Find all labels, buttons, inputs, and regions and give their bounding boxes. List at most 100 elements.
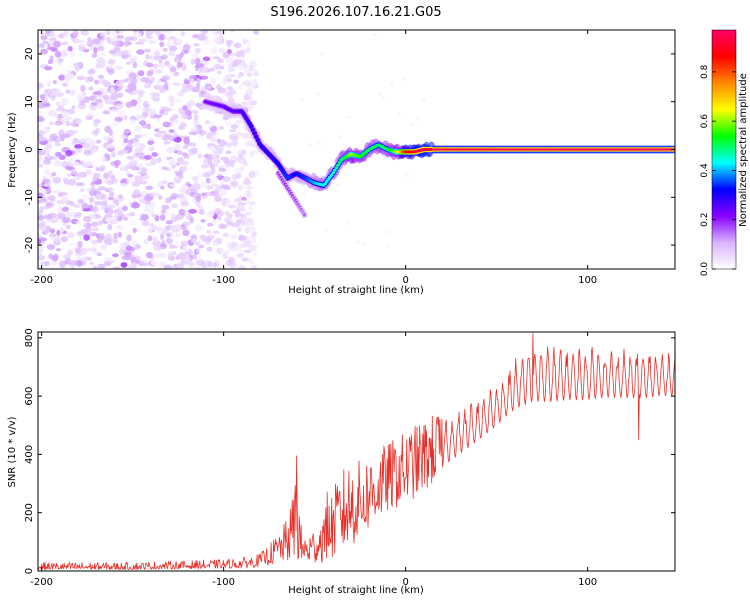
- spectrogram-ridge-cell: [332, 168, 337, 172]
- spectrogram-cell: [69, 91, 75, 96]
- spectrogram-ridge-cell: [326, 177, 331, 181]
- spectrogram-cell: [245, 211, 253, 216]
- spectrogram-cell: [158, 195, 163, 200]
- spectrogram-cell: [49, 121, 54, 126]
- spectrogram-cell: [127, 139, 134, 145]
- spectrogram-cell: [158, 125, 164, 129]
- spectrogram-cell: [97, 263, 106, 269]
- spectrogram-cell: [110, 151, 117, 158]
- spectrogram-cell: [162, 121, 171, 128]
- spectrogram-cell: [200, 192, 207, 197]
- spectrogram-cell: [229, 234, 238, 240]
- spectrogram-cell: [153, 63, 158, 69]
- spectrogram-cell: [158, 132, 166, 136]
- spectrogram-cell: [115, 103, 124, 110]
- spectrogram-cell: [416, 117, 421, 121]
- spectrogram-cell: [181, 114, 189, 120]
- spectrogram-cell: [169, 66, 177, 73]
- spectrogram-cell: [101, 36, 107, 41]
- spectrogram-cell: [162, 210, 167, 215]
- spectrogram-cell: [181, 152, 188, 157]
- spectrogram-cell: [240, 165, 245, 172]
- spectrogram-cell: [121, 214, 126, 220]
- spectrogram-cell: [38, 254, 46, 261]
- spectrogram-cell: [131, 202, 140, 209]
- spectrogram-cell: [162, 47, 168, 52]
- spectrogram-cell: [193, 114, 199, 121]
- spectrogram-cell: [108, 219, 118, 225]
- spectrogram-cell: [156, 226, 165, 234]
- spectrogram-cell: [137, 171, 146, 175]
- spectrogram-cell: [183, 49, 189, 54]
- spectrogram-ridge-cell: [254, 135, 259, 139]
- spectrogram-cell: [77, 46, 87, 52]
- spectrogram-cell: [96, 60, 101, 68]
- spectrogram-cell: [159, 106, 167, 110]
- colorbar-gradient: [711, 29, 737, 270]
- spectrogram-cell: [238, 264, 246, 269]
- spectrogram-cell: [81, 203, 89, 211]
- spectrogram-cell: [154, 48, 161, 56]
- spectrogram-cell: [252, 251, 259, 256]
- spectrogram-cell: [62, 206, 69, 212]
- spectrogram-cell: [115, 80, 121, 85]
- colorbar-tick-label: 0.6: [700, 114, 710, 129]
- colorbar-tick-label: 0.2: [700, 213, 710, 227]
- spectrogram-cell: [64, 69, 72, 73]
- spectrogram-cell: [58, 154, 66, 160]
- spectrogram-cell: [316, 92, 320, 95]
- spectrogram-cell: [93, 201, 103, 206]
- spectrogram-cell: [195, 266, 201, 269]
- spectrogram-cell: [117, 30, 126, 34]
- spectrogram-cell: [191, 175, 199, 182]
- spectrogram-cell: [189, 216, 194, 224]
- spectrogram-cell: [108, 186, 114, 192]
- spectrogram-cell: [120, 167, 126, 172]
- spectrogram-cell: [49, 55, 54, 62]
- spectrogram-cell: [233, 249, 243, 253]
- spectrogram-cell: [148, 146, 154, 152]
- spectrogram-cell: [103, 172, 110, 179]
- spectrogram-cell: [238, 235, 248, 241]
- spectrogram-cell: [139, 262, 149, 267]
- spectrogram-cell: [219, 248, 224, 254]
- spectrogram-cell: [210, 77, 216, 84]
- spectrogram-cell: [181, 160, 189, 166]
- spectrogram-cell: [72, 30, 79, 37]
- spectrogram-ridge-cell: [329, 173, 334, 177]
- spectrogram-cell: [65, 120, 71, 127]
- spectrogram-cell: [222, 52, 230, 59]
- spectrogram-cell: [58, 57, 64, 63]
- spectrogram-cell: [119, 183, 128, 187]
- spectrogram-cell: [244, 199, 250, 204]
- spectrogram-y-tick-label: 10: [24, 95, 35, 108]
- spectrogram-y-tick-label: -20: [24, 237, 35, 253]
- spectrogram-cell: [170, 251, 177, 256]
- spectrogram-cell: [136, 49, 145, 55]
- spectrogram-cell: [237, 226, 242, 232]
- spectrogram-cell: [195, 102, 202, 108]
- spectrogram-cell: [372, 33, 377, 37]
- spectrogram-cell: [200, 219, 206, 223]
- spectrogram-cell: [220, 179, 226, 186]
- spectrogram-cell: [174, 240, 180, 247]
- spectrogram-cell: [163, 81, 169, 88]
- spectrogram-cell: [61, 118, 67, 124]
- spectrogram-cell: [356, 240, 360, 244]
- spectrogram-ridge-cell: [246, 119, 250, 123]
- spectrogram-cell: [200, 164, 210, 169]
- spectrogram-cell: [41, 148, 51, 154]
- snr-y-tick-label: 600: [24, 387, 35, 406]
- spectrogram-cell: [146, 62, 154, 68]
- spectrogram-cell: [137, 70, 145, 77]
- spectrogram-cell: [224, 210, 230, 217]
- spectrogram-cell: [196, 78, 201, 84]
- spectrogram-cell: [174, 233, 182, 238]
- spectrogram-cell: [38, 130, 47, 136]
- snr-y-tick-label: 0: [24, 568, 35, 574]
- spectrogram-cell: [139, 114, 147, 120]
- spectrogram-cell: [151, 152, 158, 157]
- spectrogram-cell: [233, 58, 242, 65]
- spectrogram-cell: [200, 181, 209, 188]
